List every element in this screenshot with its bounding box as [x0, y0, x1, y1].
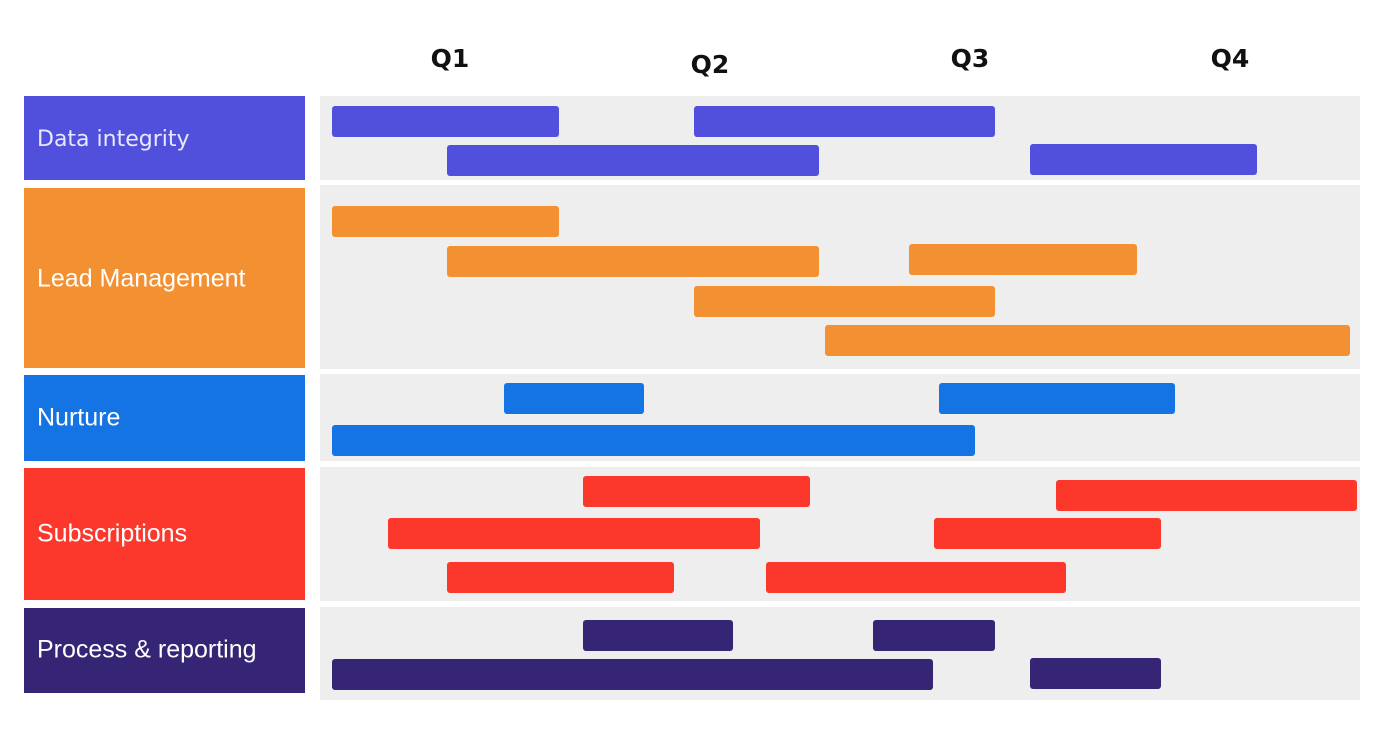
bar	[766, 562, 1066, 593]
row-header	[24, 375, 305, 461]
bar	[447, 562, 674, 593]
bar	[825, 325, 1350, 356]
bar	[332, 106, 559, 137]
row-label: Process & reporting	[37, 636, 257, 664]
quarter-label: Q3	[951, 44, 990, 73]
bar	[447, 246, 819, 277]
bar-group	[332, 206, 1350, 356]
row-label: Data integrity	[37, 127, 190, 152]
bar	[388, 518, 760, 549]
row-header	[24, 96, 305, 180]
bar	[504, 383, 644, 414]
bar	[332, 425, 975, 456]
quarter-label: Q4	[1211, 44, 1250, 73]
bar	[939, 383, 1175, 414]
bar	[694, 286, 995, 317]
bar	[873, 620, 995, 651]
bar	[332, 206, 559, 237]
row-header	[24, 188, 305, 368]
bar-group	[332, 383, 1175, 456]
row-label: Lead Management	[37, 265, 246, 293]
bar	[447, 145, 819, 176]
quarter-label: Q2	[691, 50, 730, 79]
bar	[1030, 658, 1161, 689]
row-header	[24, 468, 305, 600]
row-header	[24, 608, 305, 693]
bar	[583, 476, 810, 507]
bar	[934, 518, 1161, 549]
bar	[1056, 480, 1357, 511]
quarter-label: Q1	[431, 44, 470, 73]
bar	[694, 106, 995, 137]
row-label: Subscriptions	[37, 520, 187, 548]
bar	[583, 620, 733, 651]
bar-group	[388, 476, 1357, 593]
bar-group	[332, 106, 1257, 176]
bar	[909, 244, 1137, 275]
bar	[332, 659, 933, 690]
bar	[1030, 144, 1257, 175]
bar-group	[332, 620, 1161, 690]
row-label: Nurture	[37, 404, 120, 432]
